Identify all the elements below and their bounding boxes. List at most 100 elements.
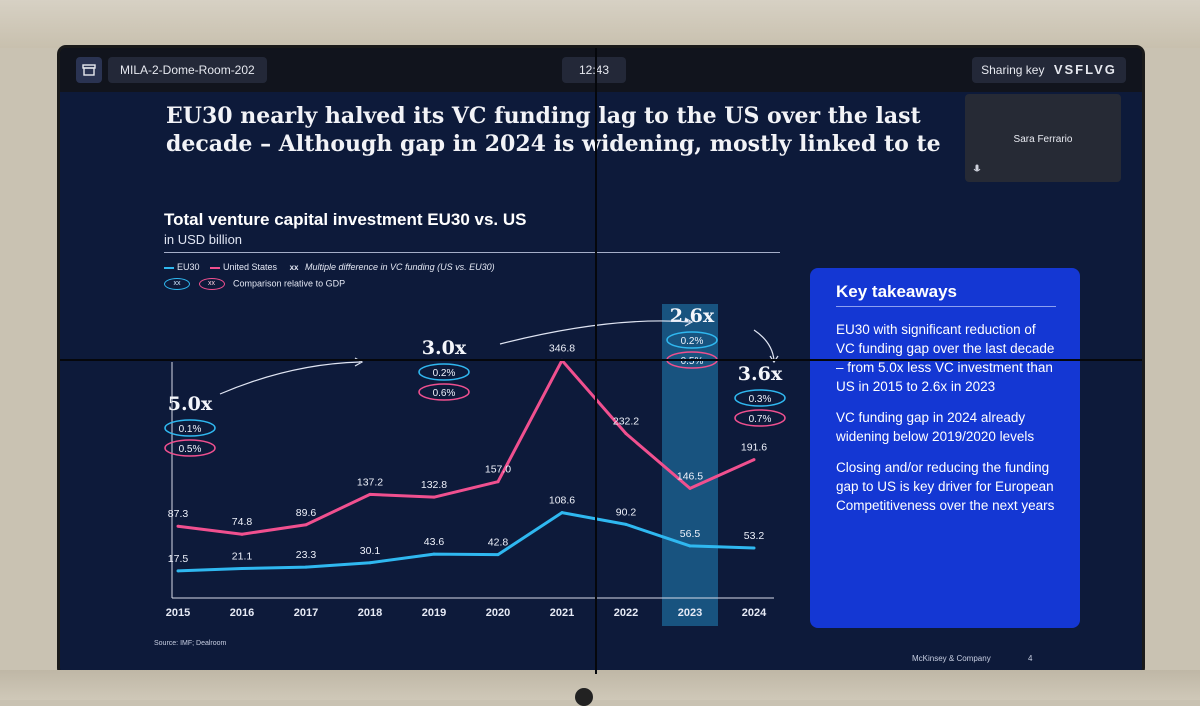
legend-us: United States xyxy=(223,262,278,272)
sharing-key-label: Sharing key xyxy=(981,63,1045,77)
us-gdp-oval xyxy=(164,439,216,457)
meeting-clock: 12:43 xyxy=(562,57,626,83)
shared-slide: EU30 nearly halved its VC funding lag to… xyxy=(60,92,1142,674)
arrowhead xyxy=(769,355,779,364)
eu30-point xyxy=(304,565,308,569)
us-gdp-oval xyxy=(734,409,786,427)
eu30-point xyxy=(752,546,756,550)
us-point xyxy=(368,492,372,496)
sharing-key-value: VSFLVG xyxy=(1053,62,1117,77)
presenter-name: Sara Ferrario xyxy=(1013,134,1073,145)
eu30-gdp-oval xyxy=(418,363,470,381)
mic-icon xyxy=(973,164,981,172)
eu30-point xyxy=(688,544,692,548)
x-tick-label: 2020 xyxy=(486,607,510,619)
eu30-value-label: 43.6 xyxy=(424,536,445,548)
legend-swatch-us xyxy=(210,266,221,269)
room-name: MILA-2-Dome-Room-202 xyxy=(108,57,267,83)
presentation-monitor: MILA-2-Dome-Room-202 12:43 Sharing key V… xyxy=(60,48,1142,674)
eu30-gdp-oval xyxy=(164,419,216,437)
us-value-label: 146.5 xyxy=(677,470,703,482)
multiple-callout: 2.6x xyxy=(670,305,715,327)
eu30-line xyxy=(177,511,755,573)
us-gdp-label: 0.6% xyxy=(433,388,456,399)
takeaways-divider xyxy=(836,306,1056,307)
x-tick-label: 2022 xyxy=(614,607,638,619)
eu30-point xyxy=(432,552,436,556)
us-point xyxy=(496,480,500,484)
slide-title: EU30 nearly halved its VC funding lag to… xyxy=(166,102,966,158)
display-seam-horizontal xyxy=(60,359,1142,361)
multiple-callout: 3.0x xyxy=(422,337,467,359)
vc-investment-line-chart: 2015 2016 2017 2018 2019 2020 2021 2022 2023 2024… xyxy=(164,304,786,626)
eu30-value-label: 42.8 xyxy=(488,537,509,549)
x-tick-label: 2016 xyxy=(230,607,254,619)
chart-title: Total venture capital investment EU30 vs… xyxy=(164,210,527,229)
eu30-point xyxy=(624,522,628,526)
us-point xyxy=(624,432,628,436)
us-value-label: 132.8 xyxy=(421,479,447,491)
eu30-point xyxy=(496,553,500,557)
takeaway-item: EU30 with significant reduction of VC fu… xyxy=(836,322,1055,394)
legend-multiple-label: Multiple difference in VC funding (US vs… xyxy=(305,262,495,272)
eu30-value-label: 53.2 xyxy=(744,530,765,542)
eu30-gdp-oval xyxy=(666,331,718,349)
eu30-gdp-label: 0.2% xyxy=(433,368,456,379)
arrow-2019-2023 xyxy=(499,320,691,345)
eu30-value-label: 90.2 xyxy=(616,506,637,518)
us-gdp-label: 0.5% xyxy=(681,356,704,367)
us-value-label: 87.3 xyxy=(168,508,189,520)
multiple-callout: 5.0x xyxy=(168,393,213,415)
legend-row-gdp: xx xx Comparison relative to GDP xyxy=(164,278,345,290)
eu30-point xyxy=(368,561,372,565)
legend-eu30: EU30 xyxy=(177,262,200,272)
us-value-label: 191.6 xyxy=(741,442,767,454)
legend-gdp-label: Comparison relative to GDP xyxy=(233,278,346,289)
arrowhead xyxy=(684,317,694,327)
eu30-point xyxy=(240,567,244,571)
takeaways-heading: Key takeaways xyxy=(836,282,957,301)
us-value-label: 232.2 xyxy=(613,416,639,428)
camera-icon xyxy=(575,688,593,706)
arrow-2015-2019 xyxy=(219,361,361,395)
legend-oval-eu30: xx xyxy=(164,278,190,290)
brand-footer: McKinsey & Company xyxy=(912,654,991,663)
eu30-value-label: 17.5 xyxy=(168,553,189,565)
us-point xyxy=(176,524,180,528)
us-gdp-oval xyxy=(418,383,470,401)
eu30-gdp-oval xyxy=(734,389,786,407)
eu30-value-label: 108.6 xyxy=(549,495,575,507)
arrow-2023-2024 xyxy=(753,329,775,361)
takeaways-list: EU30 with significant reduction of VC fu… xyxy=(836,320,1058,527)
key-takeaways-panel: Key takeaways EU30 with significant redu… xyxy=(810,268,1080,628)
presenter-video-tile[interactable]: Sara Ferrario xyxy=(965,94,1121,182)
us-value-label: 157.0 xyxy=(485,464,511,476)
x-tick-label: 2024 xyxy=(742,607,767,619)
legend-swatch-eu30 xyxy=(164,266,174,269)
us-point xyxy=(240,532,244,536)
x-tick-label: 2023 xyxy=(678,607,702,619)
us-point xyxy=(304,523,308,527)
x-tick-label: 2021 xyxy=(550,607,574,619)
us-value-label: 137.2 xyxy=(357,476,383,488)
eu30-point xyxy=(176,569,180,573)
us-value-label: 89.6 xyxy=(296,507,317,519)
display-seam-vertical xyxy=(595,48,597,674)
chart-subtitle: in USD billion xyxy=(164,232,243,247)
us-gdp-label: 0.5% xyxy=(179,444,202,455)
eu30-point xyxy=(560,511,564,515)
eu30-value-label: 21.1 xyxy=(232,551,253,563)
x-tick-label: 2015 xyxy=(166,607,190,619)
wall-bottom xyxy=(0,670,1200,700)
source-note: Source: IMF; Dealroom xyxy=(154,640,227,647)
room-menu-button[interactable] xyxy=(76,57,102,83)
eu30-gdp-label: 0.3% xyxy=(749,394,772,405)
sharing-key-badge: Sharing key VSFLVG xyxy=(972,57,1126,83)
meeting-toolbar: MILA-2-Dome-Room-202 12:43 Sharing key V… xyxy=(60,48,1142,92)
slide-title-line2: decade – Although gap in 2024 is widenin… xyxy=(166,131,941,157)
title-divider xyxy=(164,252,780,253)
us-line xyxy=(177,358,755,536)
multiple-callout: 3.6x xyxy=(738,363,783,385)
eu30-value-label: 56.5 xyxy=(680,528,701,540)
eu30-gdp-label: 0.1% xyxy=(179,424,202,435)
